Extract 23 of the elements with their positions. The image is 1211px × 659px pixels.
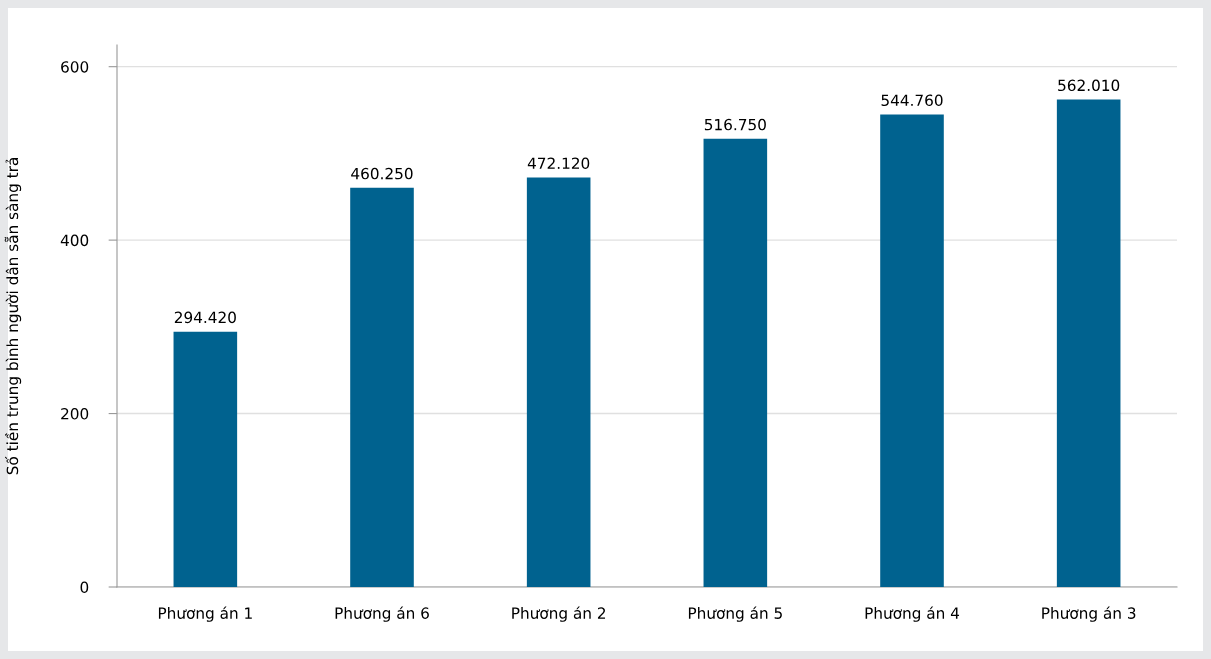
data-label: 516.750	[704, 118, 766, 131]
data-label: 562.010	[1058, 79, 1120, 92]
bar	[1056, 99, 1121, 587]
x-tick-label: Phương án 6	[335, 606, 429, 622]
bar	[350, 187, 414, 587]
data-label: 294.420	[174, 311, 236, 324]
bar	[880, 114, 944, 587]
data-label: 544.760	[881, 94, 943, 107]
y-tick-label: 0	[80, 581, 89, 594]
y-tick-label: 200	[61, 408, 89, 420]
x-tick-label: Phương án 5	[688, 606, 782, 622]
x-tick-label: Phương án 1	[158, 606, 252, 622]
y-axis-title: Số tiền trung bình người dân sẵn sàng trả	[4, 158, 22, 475]
data-label: 460.250	[351, 167, 413, 180]
x-tick-label: Phương án 3	[1042, 606, 1136, 622]
x-tick-label: Phương án 2	[512, 606, 606, 622]
data-label: 472.120	[527, 157, 590, 170]
y-tick-label: 600	[61, 61, 89, 73]
y-tick-label: 400	[60, 234, 89, 247]
bar	[526, 177, 591, 587]
x-tick-label: Phương án 4	[865, 606, 960, 622]
bar	[703, 138, 768, 587]
bar	[173, 331, 238, 587]
